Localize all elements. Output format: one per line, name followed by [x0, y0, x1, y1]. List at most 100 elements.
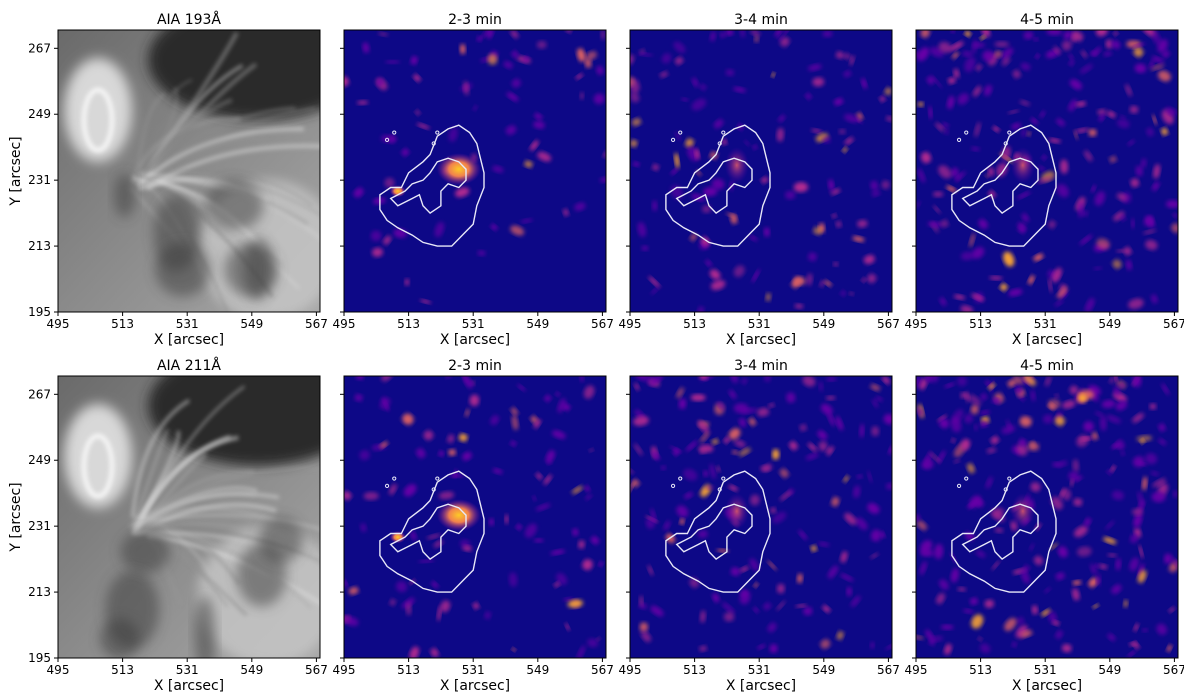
- x-tick-label: 549: [812, 317, 835, 331]
- y-tick-label: 267: [28, 41, 51, 55]
- panel-1-0: AIA 211Å 495 513 531 549 567 X [arcsec] 195 213 2…: [8, 357, 328, 693]
- x-tick-label: 513: [969, 317, 992, 331]
- x-tick-label: 567: [305, 663, 328, 677]
- x-tick-label: 531: [1034, 317, 1057, 331]
- contour-overlay: [379, 124, 485, 247]
- x-tick-label: 513: [397, 663, 420, 677]
- panel-0-2: 3-4 min 495 513 531 549 567 X [arcsec]: [619, 12, 900, 348]
- panel-frame: [343, 375, 607, 659]
- x-tick-label: 549: [812, 663, 835, 677]
- x-tick-label: 531: [176, 663, 199, 677]
- contour-overlay: [665, 470, 771, 593]
- panel-title: 2-3 min: [448, 12, 502, 28]
- x-tick-label: 531: [748, 663, 771, 677]
- contour-overlay: [379, 470, 485, 593]
- y-tick-label: 213: [28, 585, 51, 599]
- x-tick-label: 531: [1034, 663, 1057, 677]
- y-tick-label: 231: [28, 519, 51, 533]
- y-axis-label: Y [arcsec]: [8, 482, 24, 552]
- panel-1-3: 4-5 min 495 513 531 549 567 X [arcsec]: [905, 358, 1184, 693]
- panel-frame: [57, 29, 321, 313]
- y-tick-label: 231: [28, 173, 51, 187]
- x-tick-label: 531: [462, 317, 485, 331]
- panel-frame: [629, 375, 893, 659]
- power-map-image: [916, 30, 1178, 312]
- y-tick-label: 195: [28, 305, 51, 319]
- x-tick-label: 567: [877, 663, 900, 677]
- panel-1-2: 3-4 min 495 513 531 549 567 X [arcsec]: [619, 358, 900, 693]
- x-tick-label: 531: [176, 317, 199, 331]
- panel-0-0: AIA 193Å 495 513 531 549 567 X [arcsec] 195 213 2…: [8, 11, 328, 348]
- x-tick-label: 495: [905, 663, 928, 677]
- x-tick-label: 531: [462, 663, 485, 677]
- x-axis-label: X [arcsec]: [440, 332, 510, 348]
- x-tick-label: 549: [1098, 663, 1121, 677]
- x-tick-label: 495: [619, 663, 642, 677]
- x-tick-label: 513: [969, 663, 992, 677]
- x-tick-label: 513: [111, 317, 134, 331]
- x-tick-label: 495: [619, 317, 642, 331]
- panels-layer: AIA 193Å 495 513 531 549 567 X [arcsec] 195 213 2…: [8, 11, 1184, 693]
- x-tick-label: 495: [47, 317, 70, 331]
- panel-frame: [629, 29, 893, 313]
- panel-frame: [57, 375, 321, 659]
- panel-frame: [343, 29, 607, 313]
- x-tick-label: 549: [526, 317, 549, 331]
- y-axis-label: Y [arcsec]: [8, 136, 24, 206]
- x-tick-label: 513: [683, 317, 706, 331]
- x-tick-label: 567: [1163, 317, 1184, 331]
- x-tick-label: 549: [240, 663, 263, 677]
- euv-image: [58, 30, 320, 312]
- power-map-image: [344, 30, 606, 312]
- x-tick-label: 567: [877, 317, 900, 331]
- x-tick-label: 513: [683, 663, 706, 677]
- y-tick-label: 195: [28, 651, 51, 665]
- x-axis-label: X [arcsec]: [1012, 332, 1082, 348]
- panel-1-1: 2-3 min 495 513 531 549 567 X [arcsec]: [333, 358, 614, 693]
- x-tick-label: 567: [305, 317, 328, 331]
- panel-title: AIA 211Å: [157, 357, 221, 374]
- panel-title: 3-4 min: [734, 12, 788, 28]
- panel-title: 3-4 min: [734, 358, 788, 374]
- x-axis-label: X [arcsec]: [440, 678, 510, 693]
- x-tick-label: 495: [333, 317, 356, 331]
- x-axis-label: X [arcsec]: [154, 678, 224, 693]
- panel-0-1: 2-3 min 495 513 531 549 567 X [arcsec]: [333, 12, 614, 348]
- euv-image: [58, 376, 320, 658]
- x-tick-label: 549: [240, 317, 263, 331]
- power-map-image: [916, 376, 1178, 658]
- panel-title: 2-3 min: [448, 358, 502, 374]
- panel-frame: [915, 375, 1179, 659]
- x-axis-label: X [arcsec]: [1012, 678, 1082, 693]
- x-tick-label: 567: [1163, 663, 1184, 677]
- panel-frame: [915, 29, 1179, 313]
- y-tick-label: 213: [28, 239, 51, 253]
- y-tick-label: 267: [28, 387, 51, 401]
- power-map-image: [344, 376, 606, 658]
- y-tick-label: 249: [28, 107, 51, 121]
- panel-title: 4-5 min: [1020, 358, 1074, 374]
- contour-overlay: [951, 470, 1057, 593]
- x-tick-label: 513: [111, 663, 134, 677]
- x-tick-label: 495: [47, 663, 70, 677]
- x-axis-label: X [arcsec]: [726, 332, 796, 348]
- x-tick-label: 495: [333, 663, 356, 677]
- x-axis-label: X [arcsec]: [726, 678, 796, 693]
- x-tick-label: 549: [1098, 317, 1121, 331]
- x-axis-label: X [arcsec]: [154, 332, 224, 348]
- x-tick-label: 567: [591, 663, 614, 677]
- panel-title: AIA 193Å: [157, 11, 221, 28]
- y-tick-label: 249: [28, 453, 51, 467]
- contour-overlay: [665, 124, 771, 247]
- x-tick-label: 531: [748, 317, 771, 331]
- x-tick-label: 567: [591, 317, 614, 331]
- power-map-image: [630, 376, 892, 658]
- panel-title: 4-5 min: [1020, 12, 1074, 28]
- power-map-image: [630, 30, 892, 312]
- x-tick-label: 549: [526, 663, 549, 677]
- x-tick-label: 513: [397, 317, 420, 331]
- x-tick-label: 495: [905, 317, 928, 331]
- panel-0-3: 4-5 min 495 513 531 549 567 X [arcsec]: [905, 12, 1184, 348]
- contour-overlay: [951, 124, 1057, 247]
